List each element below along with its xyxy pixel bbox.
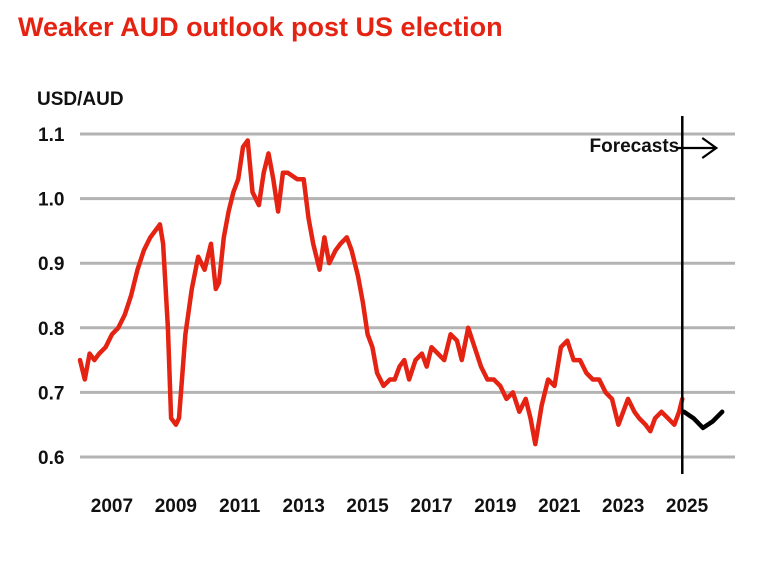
actual-series-line [77, 138, 685, 447]
x-tick-label: 2023 [602, 496, 644, 517]
forecast-arrow-icon [676, 137, 719, 159]
x-tick-label: 2007 [91, 496, 133, 517]
x-tick-label: 2019 [474, 496, 516, 517]
x-axis-ticks: 2007 2009 2011 2013 2015 2017 2019 2021 2023 2025 [91, 496, 709, 517]
y-tick-label: 0.9 [38, 254, 64, 275]
y-tick-label: 1.1 [38, 125, 65, 146]
forecasts-label: Forecasts [589, 136, 679, 157]
x-tick-label: 2015 [346, 496, 389, 517]
arrow-shape [676, 137, 719, 159]
y-axis-label: USD/AUD [37, 89, 124, 110]
series-lines [77, 138, 725, 447]
gridlines [80, 132, 735, 459]
forecast-series-line [681, 409, 725, 431]
x-tick-label: 2009 [155, 496, 197, 517]
chart-title: Weaker AUD outlook post US election [18, 12, 503, 42]
y-tick-label: 0.7 [38, 383, 64, 404]
x-tick-label: 2011 [219, 496, 261, 517]
y-tick-label: 1.0 [38, 190, 64, 211]
y-axis-ticks: 0.6 0.7 0.8 0.9 1.0 1.1 [38, 125, 65, 469]
x-tick-label: 2013 [283, 496, 325, 517]
x-tick-label: 2021 [538, 496, 581, 517]
x-tick-label: 2025 [666, 496, 709, 517]
y-tick-label: 0.6 [38, 448, 64, 469]
y-tick-label: 0.8 [38, 319, 64, 340]
x-tick-label: 2017 [410, 496, 452, 517]
